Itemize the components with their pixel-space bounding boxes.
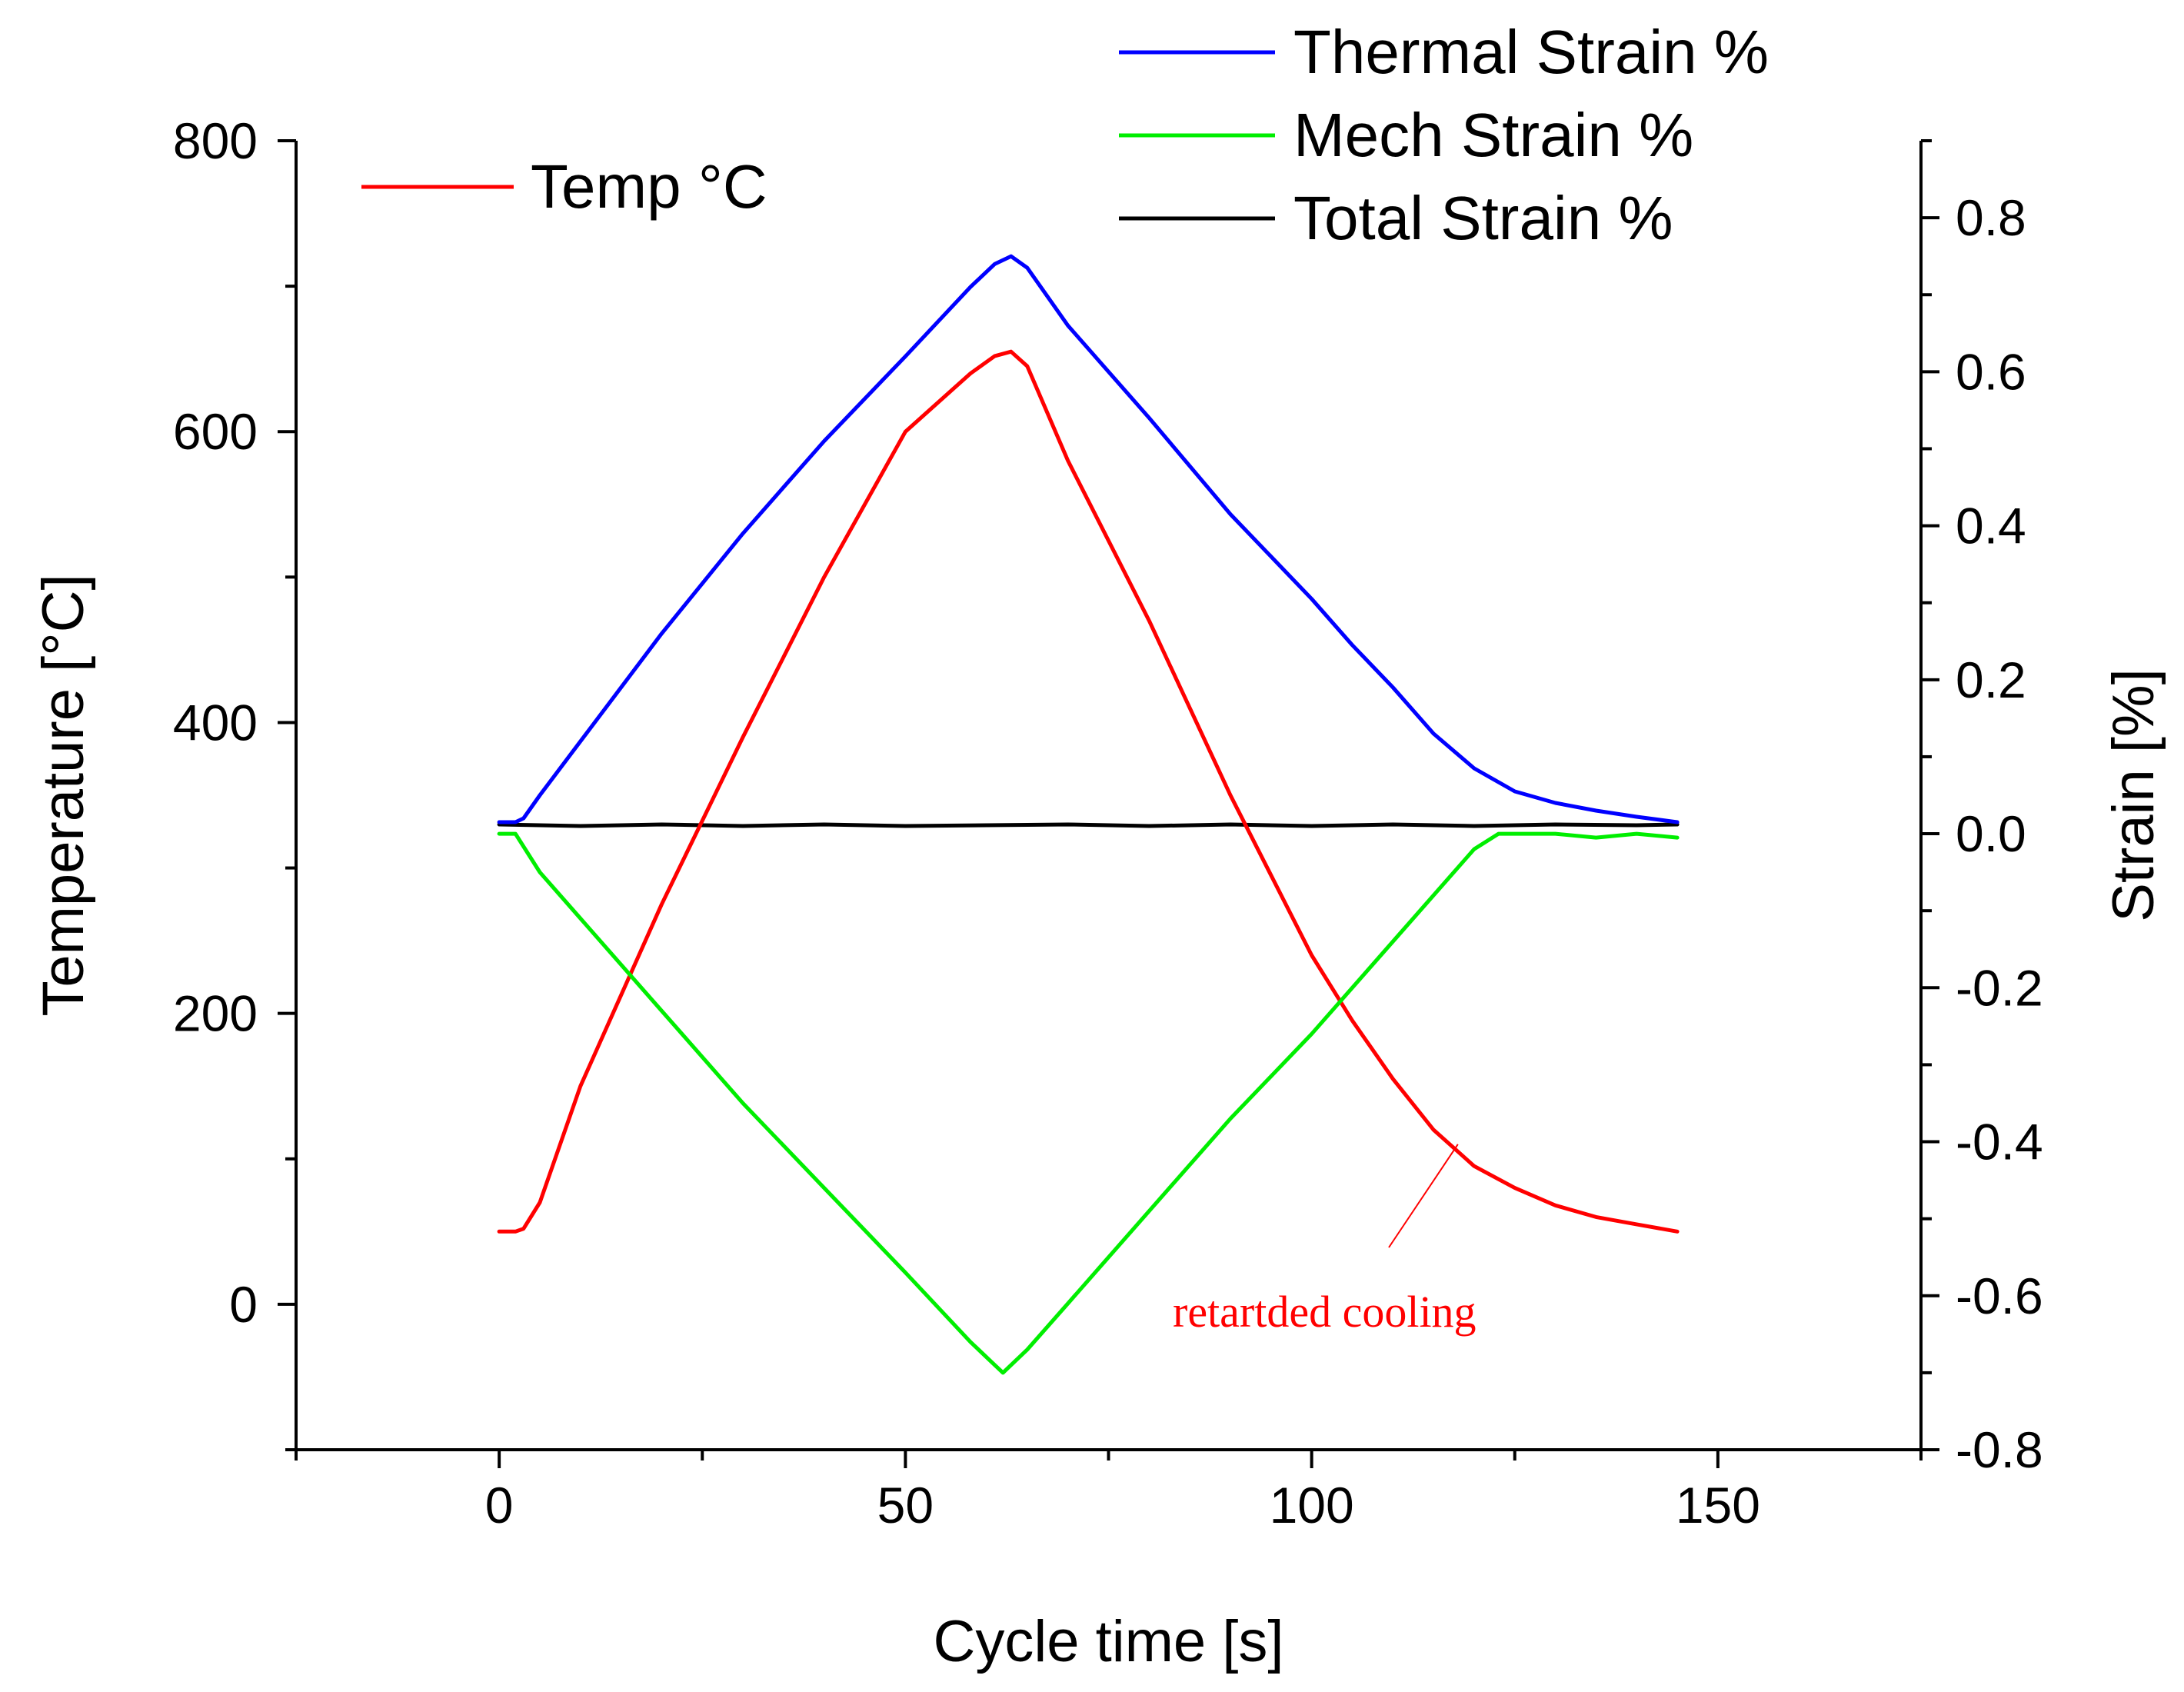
legend-label-mech-strain: Mech Strain %	[1293, 101, 1693, 169]
y-tick-label: 0	[229, 1276, 258, 1333]
x-axis-title: Cycle time [s]	[933, 1609, 1283, 1674]
y2-tick-label: -0.8	[1956, 1421, 2043, 1478]
x-tick-label: 0	[485, 1477, 514, 1534]
legend-label-thermal-strain: Thermal Strain %	[1293, 18, 1769, 86]
legend-label-temp: Temp °C	[531, 152, 767, 221]
total-strain-line	[497, 822, 1680, 828]
y-tick-label: 600	[173, 403, 258, 460]
y2-tick-label: 0.8	[1956, 189, 2026, 246]
y-axis-title: Temperature [°C]	[31, 574, 96, 1016]
y2-tick-label: -0.4	[1956, 1114, 2043, 1171]
annotation-text: retartded cooling	[1173, 1287, 1477, 1337]
x-tick-label: 50	[877, 1477, 934, 1534]
annotation-group: retartded cooling	[1173, 1144, 1477, 1337]
x-tick-label: 150	[1676, 1477, 1760, 1534]
y2-tick-label: 0.0	[1956, 805, 2026, 862]
x-tick-label: 100	[1270, 1477, 1354, 1534]
y2-tick-label: -0.6	[1956, 1267, 2043, 1324]
mech-strain-line	[497, 831, 1680, 1375]
y2-axis-title: Strain [%]	[2101, 668, 2166, 921]
y2-tick-label: 0.4	[1956, 498, 2026, 555]
temp-line	[497, 349, 1680, 1234]
y-tick-label: 400	[173, 694, 258, 751]
legend-label-total-strain: Total Strain %	[1293, 184, 1673, 252]
y2-tick-label: 0.6	[1956, 343, 2026, 400]
legend-group: Temp °C Thermal Strain % Mech Strain % Tota…	[361, 18, 1769, 252]
y2-tick-label: -0.2	[1956, 959, 2043, 1016]
axes: 0 50 100 150 0 200 400 600 800 -0.8 -0.6 -0.4 -0.2 0.…	[31, 112, 2166, 1674]
annotation-pointer	[1388, 1144, 1459, 1248]
y2-tick-label: 0.2	[1956, 651, 2026, 708]
y-tick-label: 800	[173, 112, 258, 169]
thermal-strain-line	[497, 254, 1680, 824]
series-group	[497, 254, 1680, 1375]
y-tick-label: 200	[173, 985, 258, 1042]
